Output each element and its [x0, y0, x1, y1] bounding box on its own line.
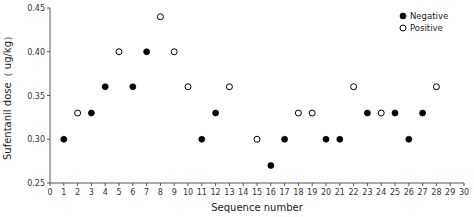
point	[254, 136, 260, 142]
point	[364, 110, 370, 116]
legend: Negative Positive	[400, 11, 448, 33]
y-tick-label: 0.40	[27, 48, 45, 57]
y-axis-line	[50, 8, 51, 183]
x-tick-label: 13	[224, 188, 234, 197]
point	[75, 110, 81, 116]
point	[226, 84, 232, 90]
point	[130, 84, 136, 90]
legend-marker	[400, 25, 406, 31]
point	[171, 49, 177, 55]
x-tick-label: 24	[376, 188, 386, 197]
point	[433, 84, 439, 90]
x-tick-label: 10	[183, 188, 193, 197]
x-tick-label: 12	[211, 188, 221, 197]
point	[406, 136, 412, 142]
y-tick-label: 0.35	[27, 92, 45, 101]
x-tick-label: 11	[197, 188, 207, 197]
point	[392, 110, 398, 116]
y-tick-label: 0.25	[27, 179, 45, 188]
point	[185, 84, 191, 90]
point	[102, 84, 108, 90]
legend-marker	[400, 13, 406, 19]
x-tick-label: 17	[280, 188, 290, 197]
x-tick-label: 21	[335, 188, 345, 197]
chart: 0123456789101112131415161718192021222324…	[0, 0, 474, 217]
x-axis-line	[50, 183, 464, 184]
point	[199, 136, 205, 142]
x-tick-label: 8	[158, 188, 163, 197]
x-tick-label: 29	[445, 188, 455, 197]
point	[116, 49, 122, 55]
point	[295, 110, 301, 116]
x-tick-label: 7	[144, 188, 149, 197]
point	[282, 136, 288, 142]
point	[213, 110, 219, 116]
points	[61, 14, 440, 169]
x-tick-label: 6	[130, 188, 135, 197]
point	[323, 136, 329, 142]
x-tick-label: 20	[321, 188, 331, 197]
point	[351, 84, 357, 90]
x-tick-label: 15	[252, 188, 262, 197]
x-tick-label: 1	[61, 188, 66, 197]
x-tick-label: 5	[116, 188, 121, 197]
x-tick-label: 14	[238, 188, 248, 197]
x-tick-label: 19	[307, 188, 317, 197]
x-tick-label: 22	[349, 188, 359, 197]
point	[157, 14, 163, 20]
point	[88, 110, 94, 116]
x-tick-label: 16	[266, 188, 276, 197]
point	[337, 136, 343, 142]
x-tick-label: 28	[431, 188, 441, 197]
legend-label: Positive	[410, 23, 443, 33]
x-axis-label: Sequence number	[211, 202, 303, 213]
y-tick-label: 0.45	[27, 4, 45, 13]
x-tick-label: 30	[459, 188, 469, 197]
chart-container: 0123456789101112131415161718192021222324…	[0, 0, 474, 217]
point	[309, 110, 315, 116]
x-tick-label: 0	[47, 188, 52, 197]
x-tick-label: 26	[404, 188, 414, 197]
point	[144, 49, 150, 55]
x-tick-label: 9	[172, 188, 177, 197]
point	[268, 163, 274, 169]
x-tick-label: 2	[75, 188, 80, 197]
x-tick-label: 25	[390, 188, 400, 197]
y-tick-label: 0.30	[27, 135, 45, 144]
point	[61, 136, 67, 142]
legend-label: Negative	[410, 11, 448, 21]
y-axis-label: Sufentanil dose（ ug/kg）	[2, 31, 13, 160]
x-tick-label: 4	[103, 188, 108, 197]
point	[420, 110, 426, 116]
x-tick-label: 27	[418, 188, 428, 197]
point	[378, 110, 384, 116]
x-tick-label: 18	[293, 188, 303, 197]
x-tick-label: 3	[89, 188, 94, 197]
x-tick-label: 23	[362, 188, 372, 197]
